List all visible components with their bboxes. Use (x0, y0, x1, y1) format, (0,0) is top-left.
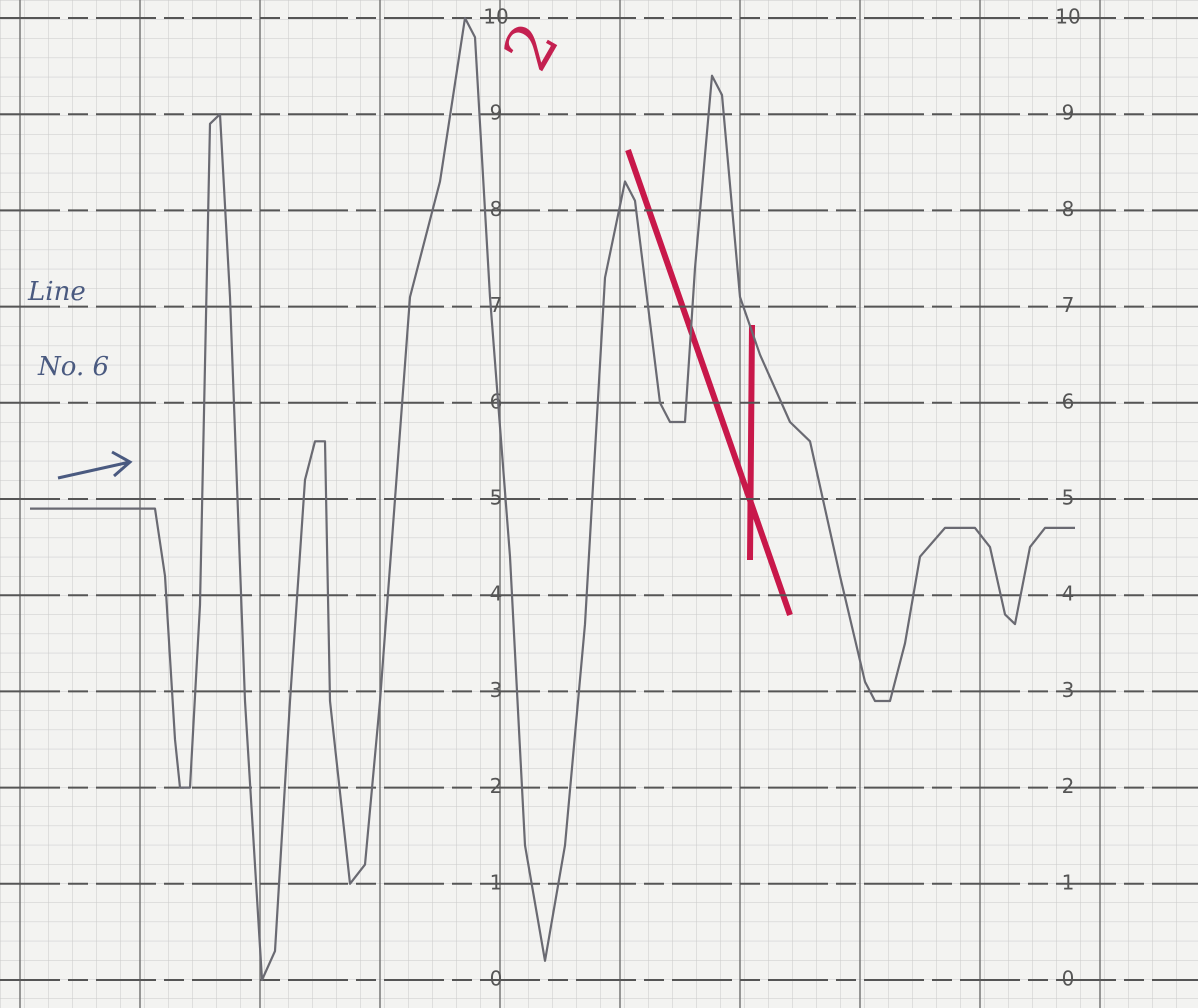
y-tick-label: 6 (490, 389, 503, 413)
y-tick-label: 0 (490, 967, 503, 991)
y-tick-label: 1 (490, 870, 503, 894)
y-tick-label: 3 (490, 678, 503, 702)
arrow (57, 450, 133, 480)
y-tick-label: 1 (1062, 870, 1075, 894)
y-tick-label: 7 (1062, 293, 1075, 317)
y-tick-label: 4 (1062, 582, 1075, 606)
y-tick-label: 10 (1055, 5, 1080, 29)
annotation: No. 6 (37, 352, 109, 382)
y-tick-label: 9 (1062, 101, 1075, 125)
y-tick-label: 2 (1062, 774, 1075, 798)
y-tick-label: 8 (1062, 197, 1075, 221)
y-tick-label: 10 (483, 5, 508, 29)
red-strike (625, 149, 793, 616)
y-tick-label: 5 (490, 486, 503, 510)
y-tick-label: 3 (1062, 678, 1075, 702)
annotation: Line (27, 277, 86, 307)
y-tick-label: 4 (490, 582, 503, 606)
y-tick-label: 2 (490, 774, 503, 798)
y-tick-label: 6 (1062, 389, 1075, 413)
y-tick-label: 8 (490, 197, 503, 221)
y-tick-label: 0 (1062, 967, 1075, 991)
y-tick-label: 7 (490, 293, 503, 317)
vertical-rulings (19, 0, 1101, 1008)
y-tick-label: 9 (490, 101, 503, 125)
trace (30, 16, 1075, 982)
y-tick-label: 5 (1062, 486, 1075, 510)
